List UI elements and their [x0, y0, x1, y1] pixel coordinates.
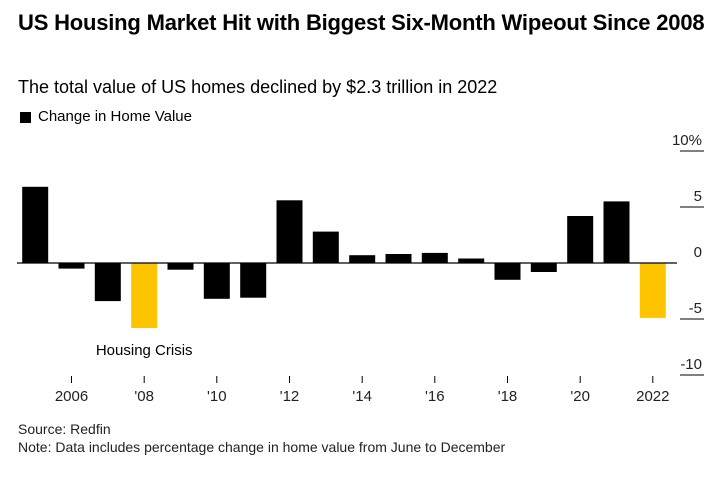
bar-2010 [203, 263, 230, 299]
bar-2018 [494, 263, 521, 280]
legend: Change in Home Value [20, 108, 192, 126]
x-tick-label: '12 [280, 388, 300, 405]
bars-group [17, 186, 677, 328]
x-tick-label: '10 [207, 388, 227, 405]
bar-2020 [567, 216, 594, 263]
y-tick-label: 10% [672, 132, 702, 149]
legend-swatch [20, 111, 31, 123]
bar-2014 [349, 255, 376, 263]
bar-2017 [458, 258, 485, 263]
bar-2006 [58, 263, 85, 269]
y-axis: 10% 5 0 -5 -10 [672, 132, 704, 376]
x-tick-label: '16 [425, 388, 445, 405]
bar-2007 [94, 263, 121, 302]
x-tick-label: 2006 [55, 388, 88, 405]
annotations-group: Housing Crisis [96, 342, 193, 359]
bar-2019 [530, 263, 557, 272]
x-tick-label: 2022 [636, 388, 669, 405]
source-note: Source: Redfin [18, 421, 111, 437]
bar-2011 [240, 263, 267, 298]
y-tick-label: 0 [694, 244, 702, 261]
x-tick-label: '18 [498, 388, 518, 405]
bar-2021 [603, 201, 630, 263]
footnote: Note: Data includes percentage change in… [18, 439, 506, 455]
y-tick-label: -5 [689, 300, 702, 317]
y-tick-label: -10 [680, 356, 702, 373]
bar-2008 [131, 263, 158, 328]
bar-2015 [385, 254, 412, 263]
bar-2022 [639, 263, 666, 318]
bar-2012 [276, 200, 303, 263]
bar-2013 [312, 231, 339, 263]
x-tick-label: '14 [352, 388, 372, 405]
bar-2009 [167, 263, 194, 270]
annotation-label: Housing Crisis [96, 342, 193, 359]
legend-label: Change in Home Value [38, 108, 192, 125]
x-tick-label: '08 [134, 388, 154, 405]
x-axis: 2006 '08 '10 '12 '14 '16 '18 '20 2022 [55, 376, 669, 405]
bar-2005 [22, 186, 49, 263]
y-tick-label: 5 [694, 188, 702, 205]
x-tick-label: '20 [570, 388, 590, 405]
chart-subtitle: The total value of US homes declined by … [18, 77, 498, 97]
chart-title: US Housing Market Hit with Biggest Six-M… [18, 10, 705, 35]
bar-2016 [421, 252, 448, 263]
